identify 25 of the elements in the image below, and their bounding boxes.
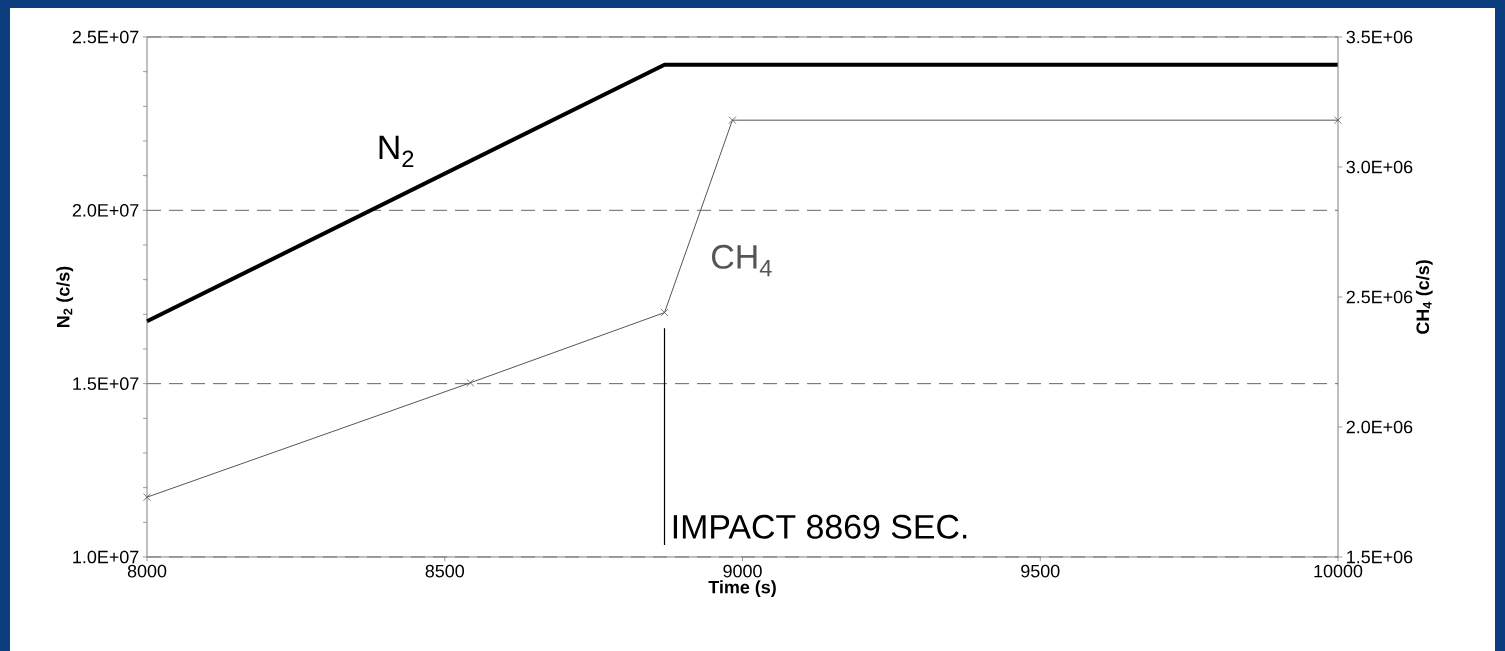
x-tick-label: 8000 xyxy=(127,564,167,578)
y-axis-title: N$_{2}$ (c/s) xyxy=(56,266,74,327)
point xyxy=(728,116,737,125)
y2-tick-label: 3.5E+06 xyxy=(1346,30,1413,44)
x-tick-label: 10000 xyxy=(1314,564,1363,578)
x-tick-label: 8500 xyxy=(425,564,465,578)
x-axis-title: Time (s) xyxy=(708,580,776,598)
ref-line-label: IMPACT 8869 SEC. xyxy=(673,514,967,539)
y2-axis-title: CH$_{4}$ (c/s) xyxy=(1415,260,1433,334)
y-tick-label: 1.0E+07 xyxy=(73,550,139,564)
y2-tick-label: 1.5E+06 xyxy=(1347,550,1413,564)
point xyxy=(466,378,475,387)
y-tick-label: 1.5E+07 xyxy=(73,377,139,390)
x-tick-label: 9500 xyxy=(1021,564,1060,578)
y-tick-label: 2.0E+07 xyxy=(72,203,139,217)
x-tick-label: 9000 xyxy=(723,564,762,578)
point xyxy=(1334,116,1342,125)
y2-tick-label: 2.5E+06 xyxy=(1346,290,1413,304)
point xyxy=(660,308,669,317)
y-tick-label: 2.5E+07 xyxy=(72,30,139,44)
series-label: N$_{2}$ xyxy=(379,135,414,168)
y2-tick-label: 2.0E+06 xyxy=(1346,420,1413,434)
y2-tick-label: 3.0E+06 xyxy=(1346,160,1413,174)
series-label: CH$_{4}$ xyxy=(712,244,772,277)
point xyxy=(143,493,151,502)
